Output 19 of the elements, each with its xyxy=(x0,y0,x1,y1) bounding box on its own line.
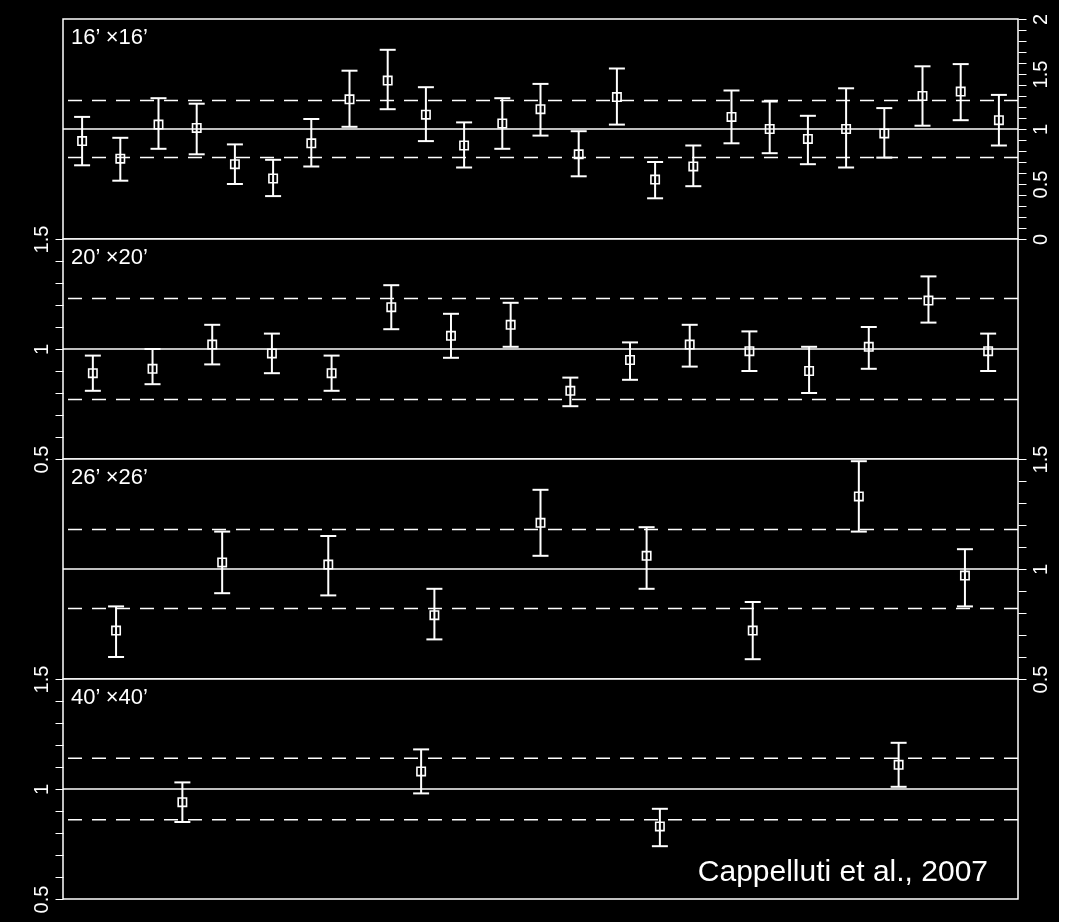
y-tick-label: 0.5 xyxy=(1028,665,1051,694)
y-tick-label: 1 xyxy=(29,343,52,356)
chart-title: 20’ ×20’ xyxy=(71,244,148,269)
chart-title: 16’ ×16’ xyxy=(71,24,148,49)
y-tick-label: 1.5 xyxy=(29,665,52,694)
y-tick-label: 1 xyxy=(1028,563,1051,576)
y-tick-label: 2 xyxy=(1028,13,1051,26)
y-tick-label: 0.5 xyxy=(29,885,52,914)
y-tick-label: 1.5 xyxy=(1028,60,1051,89)
y-tick-label: 1 xyxy=(1028,123,1051,136)
chart-title: 26’ ×26’ xyxy=(71,464,148,489)
y-tick-label: 1.5 xyxy=(1028,445,1051,474)
y-tick-label: 0.5 xyxy=(1028,170,1051,199)
y-tick-label: 1 xyxy=(29,783,52,796)
y-tick-label: 0 xyxy=(1028,233,1051,246)
annotation: Cappelluti et al., 2007 xyxy=(697,854,988,887)
y-tick-label: 0.5 xyxy=(29,445,52,474)
chart-title: 40’ ×40’ xyxy=(71,684,148,709)
y-tick-label: 1.5 xyxy=(29,225,52,254)
